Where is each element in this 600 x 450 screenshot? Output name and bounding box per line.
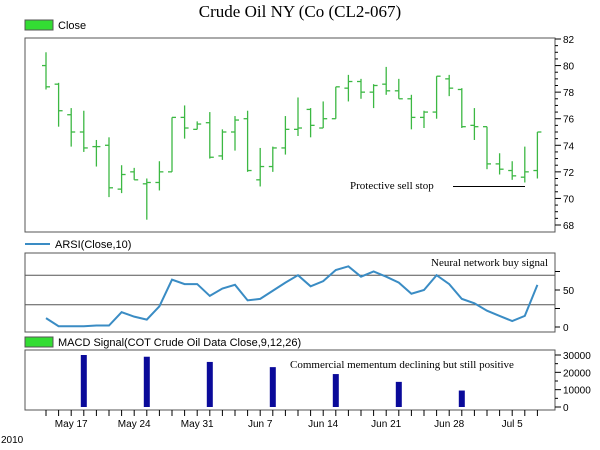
macd-tick-label: 20000 — [563, 368, 591, 379]
ohlc-bar — [243, 110, 252, 172]
price-tick-label: 76 — [563, 115, 575, 126]
date-axis: May 17 May 24 May 31 Jun 7 Jun 14 Jun 21 Jun 2… — [45, 410, 538, 430]
rsi-panel — [24, 252, 556, 333]
date-label: May 31 — [181, 419, 214, 430]
close-legend-swatch — [24, 19, 54, 31]
ohlc-bar — [205, 112, 214, 159]
macd-bar — [458, 390, 465, 407]
ohlc-bar — [508, 161, 517, 180]
ohlc-bar — [394, 78, 403, 100]
date-label: Jun 14 — [308, 419, 338, 430]
price-tick-label: 78 — [563, 88, 575, 99]
ohlc-bar — [520, 146, 529, 183]
ohlc-bar — [495, 153, 504, 175]
commercial-momentum-annotation: Commercial mementum declining but still … — [290, 359, 514, 371]
ohlc-bar — [306, 108, 315, 138]
macd-tick-label: 10000 — [563, 386, 591, 397]
macd-bar — [206, 361, 213, 407]
macd-bars — [80, 355, 465, 407]
ohlc-bar — [54, 82, 63, 127]
ohlc-bar — [470, 108, 479, 140]
ohlc-bar — [92, 139, 101, 167]
ohlc-bar — [382, 66, 391, 95]
rsi-tick-label: 50 — [563, 286, 575, 297]
date-label: Jun 28 — [434, 419, 464, 430]
date-label: Jun 21 — [371, 419, 401, 430]
macd-panel — [24, 349, 556, 411]
macd-tick-label: 0 — [563, 403, 569, 414]
macd-axis: 30000 20000 10000 0 — [555, 351, 591, 414]
ohlc-bar — [256, 147, 265, 187]
ohlc-bar — [369, 84, 378, 109]
rsi-series — [25, 265, 555, 328]
price-tick-label: 68 — [563, 221, 575, 232]
ohlc-bar — [331, 86, 340, 120]
ohlc-bar — [344, 74, 353, 102]
ohlc-bar — [155, 161, 164, 191]
price-tick-label: 70 — [563, 194, 575, 205]
ohlc-bar — [42, 52, 50, 90]
year-label: 2010 — [1, 435, 24, 446]
ohlc-bar — [432, 75, 441, 119]
price-tick-label: 74 — [563, 141, 575, 152]
ohlc-bar — [180, 105, 189, 139]
ohlc-bar — [420, 110, 428, 129]
ohlc-bar — [117, 165, 126, 194]
ohlc-bar — [407, 94, 416, 130]
ohlc-bar — [445, 74, 454, 97]
ohlc-bar — [79, 110, 88, 152]
chart-title: Crude Oil NY (Co (CL2-067) — [199, 2, 401, 21]
macd-legend-swatch — [24, 336, 54, 348]
rsi-line — [45, 265, 539, 328]
macd-tick-label: 30000 — [563, 351, 591, 362]
ohlc-bar — [319, 101, 328, 129]
price-tick-label: 82 — [563, 35, 575, 46]
ohlc-bar — [457, 88, 466, 129]
date-label: May 24 — [118, 419, 151, 430]
rsi-axis: 50 0 — [555, 271, 575, 334]
ohlc-bar — [268, 146, 277, 172]
ohlc-bar — [231, 116, 239, 151]
ohlc-bar — [294, 97, 302, 136]
date-label: Jul 5 — [502, 419, 524, 430]
ohlc-bar — [168, 116, 176, 173]
price-axis: 82 80 78 76 74 72 70 68 — [555, 35, 575, 232]
macd-bar — [332, 374, 339, 407]
neural-buy-annotation: Neural network buy signal — [431, 257, 548, 269]
ohlc-bar — [142, 178, 151, 220]
price-tick-label: 72 — [563, 168, 575, 179]
ohlc-bar — [67, 108, 76, 147]
macd-bar — [143, 356, 150, 407]
close-legend-label: Close — [58, 20, 86, 32]
macd-bar — [269, 367, 276, 407]
ohlc-bar — [533, 131, 542, 179]
rsi-tick-label: 0 — [563, 323, 569, 334]
price-tick-label: 80 — [563, 62, 575, 73]
ohlc-bar — [193, 121, 202, 130]
protective-sell-stop-annotation: Protective sell stop — [350, 180, 434, 192]
macd-legend-label: MACD Signal(COT Crude Oil Data Close,9,1… — [58, 337, 301, 349]
date-label: May 17 — [55, 419, 88, 430]
ohlc-bar — [281, 116, 290, 155]
macd-bar — [80, 355, 87, 407]
price-bars — [42, 52, 542, 220]
ohlc-bar — [483, 126, 491, 170]
ohlc-bar — [105, 137, 113, 198]
price-panel — [24, 37, 556, 233]
rsi-legend-label: ARSI(Close,10) — [55, 239, 131, 251]
date-label: Jun 7 — [248, 419, 273, 430]
ohlc-bar — [130, 167, 139, 181]
ohlc-bar — [357, 78, 365, 99]
ohlc-bar — [218, 129, 227, 160]
macd-bar — [395, 381, 402, 407]
